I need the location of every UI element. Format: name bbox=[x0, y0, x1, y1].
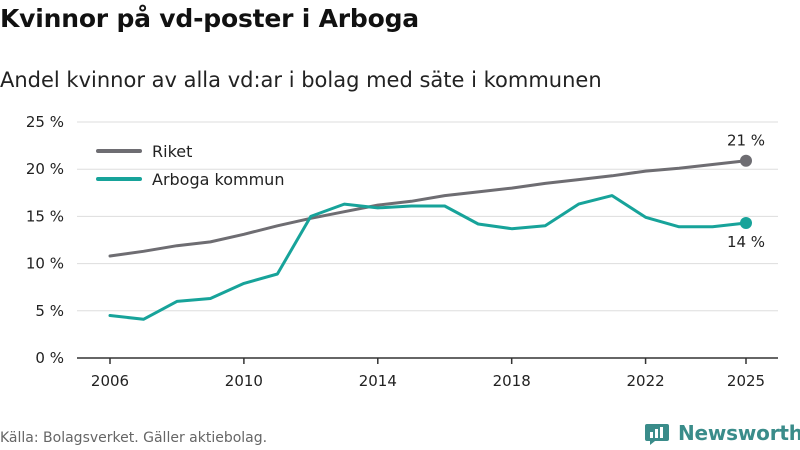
y-tick-label: 10 % bbox=[26, 255, 64, 273]
brand-name: Newsworthy bbox=[678, 421, 800, 445]
chart-subtitle: Andel kvinnor av alla vd:ar i bolag med … bbox=[0, 68, 602, 92]
x-tick-label: 2025 bbox=[727, 372, 765, 390]
series-end-point-riket bbox=[740, 154, 752, 167]
y-tick-label: 5 % bbox=[35, 302, 64, 320]
y-tick-label: 20 % bbox=[26, 160, 64, 178]
source-note: Källa: Bolagsverket. Gäller aktiebolag. bbox=[0, 430, 268, 446]
legend-label-riket: Riket bbox=[152, 142, 192, 161]
brand-logo[interactable]: Newsworthy bbox=[644, 420, 800, 446]
series-line-arboga bbox=[108, 194, 748, 321]
end-label-riket: 21 % bbox=[727, 132, 765, 150]
x-tick-label: 2006 bbox=[91, 372, 129, 390]
legend-label-arboga: Arboga kommun bbox=[152, 170, 284, 189]
newsworthy-logo-icon bbox=[645, 424, 669, 445]
x-tick-label: 2014 bbox=[359, 372, 397, 390]
chart-title: Kvinnor på vd-poster i Arboga bbox=[0, 4, 419, 33]
y-tick-label: 15 % bbox=[26, 207, 64, 225]
x-tick-label: 2010 bbox=[225, 372, 263, 390]
x-tick-label: 2022 bbox=[626, 372, 664, 390]
series-line-riket bbox=[108, 159, 748, 258]
y-tick-label: 25 % bbox=[26, 113, 64, 131]
end-label-arboga: 14 % bbox=[727, 233, 765, 251]
x-tick-label: 2018 bbox=[493, 372, 531, 390]
series-end-point-arboga bbox=[740, 217, 752, 230]
y-tick-label: 0 % bbox=[35, 349, 64, 367]
